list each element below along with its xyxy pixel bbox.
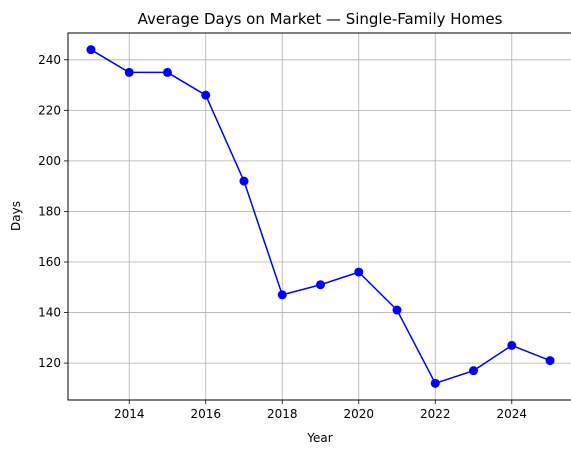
x-tick-label: 2016 <box>190 407 221 421</box>
data-point <box>507 340 517 350</box>
data-point <box>124 67 134 77</box>
x-tick-label: 2022 <box>420 407 451 421</box>
x-axis-ticks: 2014 2016 2018 2020 2022 2024 <box>114 400 527 421</box>
data-point <box>469 366 479 376</box>
data-point <box>316 280 325 290</box>
data-point <box>277 290 287 300</box>
y-tick-label: 220 <box>38 103 61 117</box>
y-tick-label: 120 <box>38 356 61 370</box>
chart-title: Average Days on Market — Single-Family H… <box>138 10 503 28</box>
grid <box>68 33 571 400</box>
data-point <box>86 45 96 55</box>
y-tick-label: 140 <box>38 306 61 320</box>
data-point <box>392 305 402 315</box>
x-tick-label: 2024 <box>497 407 528 421</box>
y-tick-label: 180 <box>38 204 61 218</box>
data-point <box>354 267 364 277</box>
y-tick-label: 200 <box>38 154 61 168</box>
x-tick-label: 2018 <box>267 407 298 421</box>
x-axis-label: Year <box>306 431 332 445</box>
y-axis-label: Days <box>9 201 23 231</box>
data-point <box>201 90 211 100</box>
data-point <box>162 67 172 77</box>
data-point <box>239 176 249 186</box>
data-point <box>430 378 440 388</box>
x-tick-label: 2014 <box>114 407 145 421</box>
y-tick-label: 240 <box>38 53 61 67</box>
plot-frame <box>67 32 571 401</box>
data-point <box>545 356 555 366</box>
y-axis-ticks: 120 140 160 180 200 220 240 <box>38 53 68 370</box>
x-tick-label: 2020 <box>343 407 374 421</box>
series-layer <box>86 45 555 388</box>
y-tick-label: 160 <box>38 255 61 269</box>
